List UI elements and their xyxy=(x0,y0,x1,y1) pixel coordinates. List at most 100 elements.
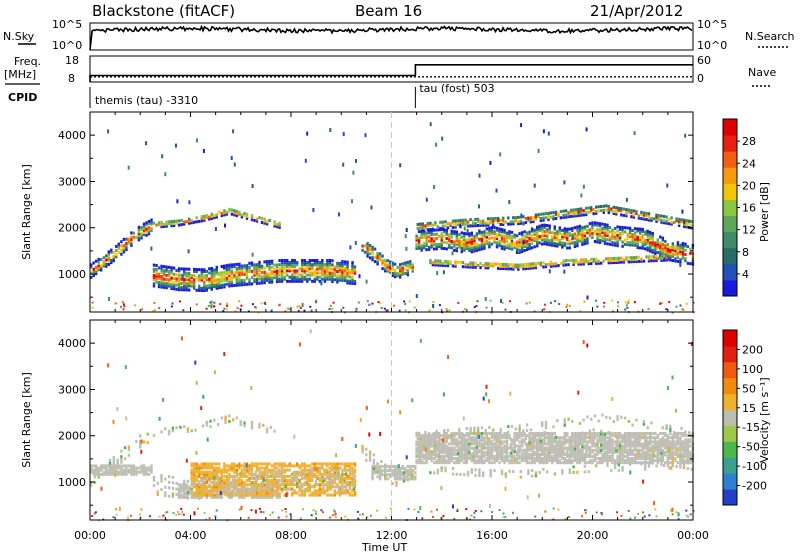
ground-scatter-cell xyxy=(177,487,181,491)
power-cell xyxy=(498,227,501,231)
power-cell xyxy=(145,227,148,231)
ground-scatter-cell xyxy=(556,455,559,458)
power-cell xyxy=(654,251,657,255)
ground-scatter-cell xyxy=(488,432,491,435)
ground-scatter-cell xyxy=(238,487,241,491)
ground-scatter-cell xyxy=(606,432,609,435)
power-cell xyxy=(170,270,173,274)
power-cell-sparse xyxy=(537,148,540,153)
power-cell xyxy=(445,228,448,232)
power-cell xyxy=(195,216,198,220)
ground-scatter-cell xyxy=(586,446,589,450)
power-cell xyxy=(228,209,231,213)
ground-scatter-cell xyxy=(598,446,602,450)
power-cell xyxy=(220,271,223,275)
power-cell xyxy=(411,263,414,267)
power-cell xyxy=(597,259,600,263)
ground-scatter-cell xyxy=(566,455,569,458)
power-cell xyxy=(415,247,418,250)
velocity-cell xyxy=(280,466,284,470)
power-cell xyxy=(172,219,176,223)
power-cell xyxy=(306,279,309,283)
power-cell xyxy=(642,217,646,221)
power-cell xyxy=(172,277,176,280)
ground-scatter-cell xyxy=(626,450,629,454)
ground-scatter-cell xyxy=(656,457,659,460)
freq-panel xyxy=(89,55,694,83)
power-cell-near xyxy=(310,309,313,312)
ground-scatter-cell xyxy=(556,459,559,463)
ground-scatter-cell xyxy=(666,450,669,454)
power-cell xyxy=(530,237,534,241)
power-cell xyxy=(240,264,244,268)
power-cell xyxy=(208,267,211,271)
velocity-cell xyxy=(265,491,269,495)
ground-scatter-cell xyxy=(628,444,632,448)
power-cell xyxy=(538,235,541,239)
power-cell xyxy=(573,242,577,246)
power-cell xyxy=(233,271,236,275)
ground-scatter-cell xyxy=(543,446,546,450)
ground-scatter-cell xyxy=(548,432,551,435)
power-cell xyxy=(510,247,514,251)
power-cell xyxy=(455,247,458,251)
power-cell-near xyxy=(558,303,561,305)
ground-scatter-cell xyxy=(394,469,397,473)
velocity-cell xyxy=(331,493,334,497)
power-cell xyxy=(210,287,213,291)
power-cell xyxy=(510,241,514,245)
power-cell xyxy=(635,255,638,259)
ground-scatter-cell xyxy=(248,489,251,493)
power-cell xyxy=(601,222,604,226)
power-cell xyxy=(438,242,441,246)
power-cell xyxy=(530,227,534,231)
power-cell xyxy=(265,220,269,224)
power-cell xyxy=(145,233,148,237)
power-cell xyxy=(644,230,647,234)
velocity-cell xyxy=(270,487,274,491)
ground-scatter-cell xyxy=(573,459,577,463)
ground-scatter-cell xyxy=(588,432,592,435)
ground-scatter-cell xyxy=(603,459,607,463)
power-cell xyxy=(371,258,374,262)
ground-scatter-cell xyxy=(455,432,458,435)
ground-scatter-cell xyxy=(586,455,589,458)
power-cell xyxy=(626,232,629,236)
ground-scatter-cell xyxy=(460,452,463,456)
ground-scatter-cell xyxy=(193,495,196,499)
power-cell xyxy=(623,226,627,230)
power-cell xyxy=(669,258,672,262)
ground-scatter-cell xyxy=(371,467,374,470)
velocity-cell xyxy=(331,474,334,478)
ground-scatter-cell xyxy=(401,467,404,470)
power-cell xyxy=(240,283,244,287)
ground-scatter-cell xyxy=(440,457,443,460)
power-cell xyxy=(445,230,448,234)
ground-scatter-cell xyxy=(495,434,499,438)
power-cell xyxy=(598,222,602,226)
power-cell xyxy=(554,212,558,216)
velocity-cell xyxy=(303,489,306,493)
velocity-cell xyxy=(293,483,296,487)
power-cell xyxy=(439,261,442,265)
power-cell xyxy=(273,274,276,277)
power-cell xyxy=(553,244,556,248)
power-cell xyxy=(533,239,536,243)
power-cell xyxy=(595,211,598,215)
power-cell xyxy=(278,279,281,283)
velocity-cell xyxy=(230,468,234,472)
power-cell xyxy=(318,271,321,275)
ground-scatter-cell xyxy=(598,440,602,444)
power-cell xyxy=(541,225,544,229)
ground-scatter-cell xyxy=(591,432,594,435)
ground-scatter-cell xyxy=(623,436,627,440)
ground-scatter-cell xyxy=(646,446,649,450)
ground-scatter-cell xyxy=(458,442,461,446)
power-cell xyxy=(220,285,223,289)
power-cell xyxy=(278,223,281,227)
ground-scatter-cell xyxy=(568,452,571,456)
power-cell xyxy=(183,286,186,290)
ground-scatter-cell xyxy=(490,444,494,448)
velocity-cell xyxy=(210,464,213,468)
power-cell xyxy=(341,262,344,266)
